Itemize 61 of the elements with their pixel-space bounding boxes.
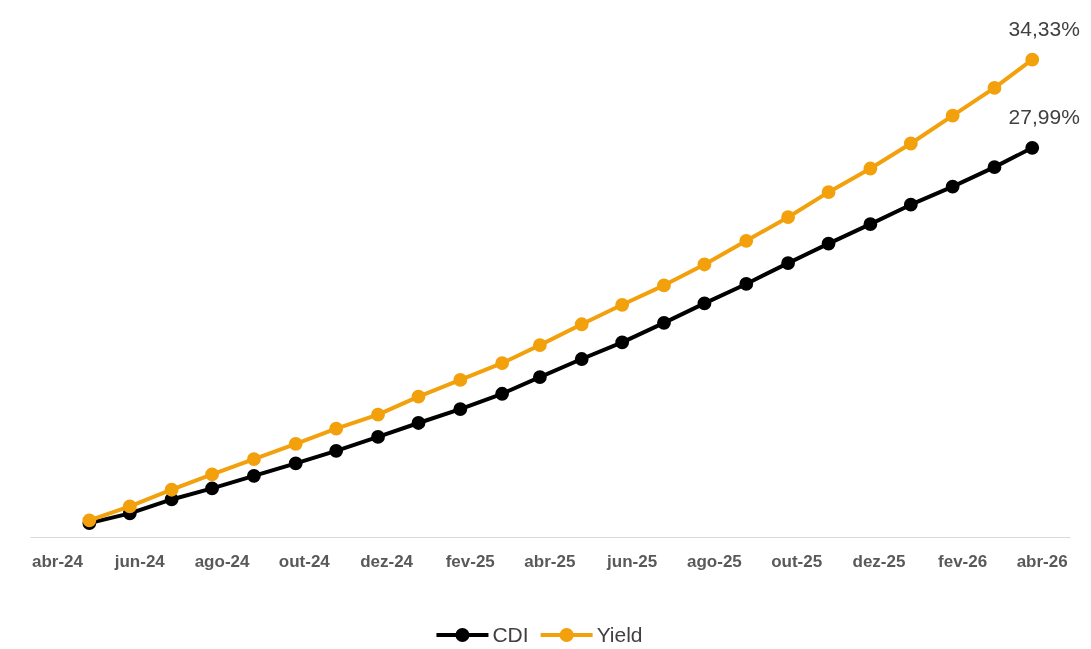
point — [781, 256, 795, 270]
data-label: 34,33% — [1008, 16, 1080, 40]
point — [122, 499, 137, 514]
x-tick-label: jun-24 — [113, 552, 166, 572]
point — [532, 338, 547, 353]
x-tick-label: abr-26 — [1016, 552, 1068, 572]
point — [495, 356, 510, 371]
x-tick-label: fev-25 — [445, 552, 495, 572]
point — [903, 197, 918, 212]
x-tick-label: fev-26 — [938, 552, 988, 572]
point — [574, 317, 589, 332]
x-tick-label: ago-25 — [686, 552, 742, 572]
point — [453, 372, 468, 387]
point — [657, 278, 671, 293]
point — [532, 370, 547, 384]
point — [411, 416, 426, 430]
point — [781, 210, 795, 225]
point — [288, 436, 303, 451]
legend-label: Yield — [596, 623, 643, 647]
point — [574, 352, 589, 366]
point — [615, 297, 630, 312]
x-tick-label: abr-24 — [31, 552, 84, 572]
point — [657, 315, 671, 330]
point — [863, 161, 878, 176]
x-tick-label: ago-24 — [194, 552, 250, 572]
point — [1025, 52, 1040, 67]
x-tick-label: dez-25 — [852, 552, 906, 572]
point — [371, 429, 385, 444]
point — [987, 160, 1002, 175]
point — [329, 421, 344, 436]
point — [615, 335, 630, 350]
x-tick-label: abr-25 — [524, 552, 576, 572]
x-tick-label: out-25 — [771, 552, 823, 572]
point — [164, 482, 179, 497]
point — [453, 402, 468, 416]
x-tick-label: dez-24 — [360, 552, 414, 572]
point — [1025, 140, 1040, 155]
point — [739, 277, 754, 291]
x-tick-label: jun-25 — [606, 552, 658, 572]
point — [247, 452, 261, 467]
point — [697, 257, 712, 272]
data-label: 27,99% — [1008, 104, 1080, 128]
point — [288, 456, 303, 471]
point — [903, 136, 918, 151]
point — [371, 407, 385, 422]
x-tick-label: out-24 — [278, 552, 331, 572]
point — [205, 481, 220, 496]
point — [247, 468, 261, 483]
point — [697, 296, 712, 311]
point — [863, 217, 878, 232]
point — [495, 386, 510, 401]
point — [821, 236, 836, 251]
point — [945, 179, 960, 194]
point — [945, 108, 960, 123]
point — [205, 467, 220, 482]
point — [821, 185, 836, 200]
legend-label: CDI — [492, 623, 529, 647]
point — [411, 389, 426, 404]
point — [739, 233, 754, 248]
point — [987, 81, 1002, 95]
point — [329, 443, 344, 458]
